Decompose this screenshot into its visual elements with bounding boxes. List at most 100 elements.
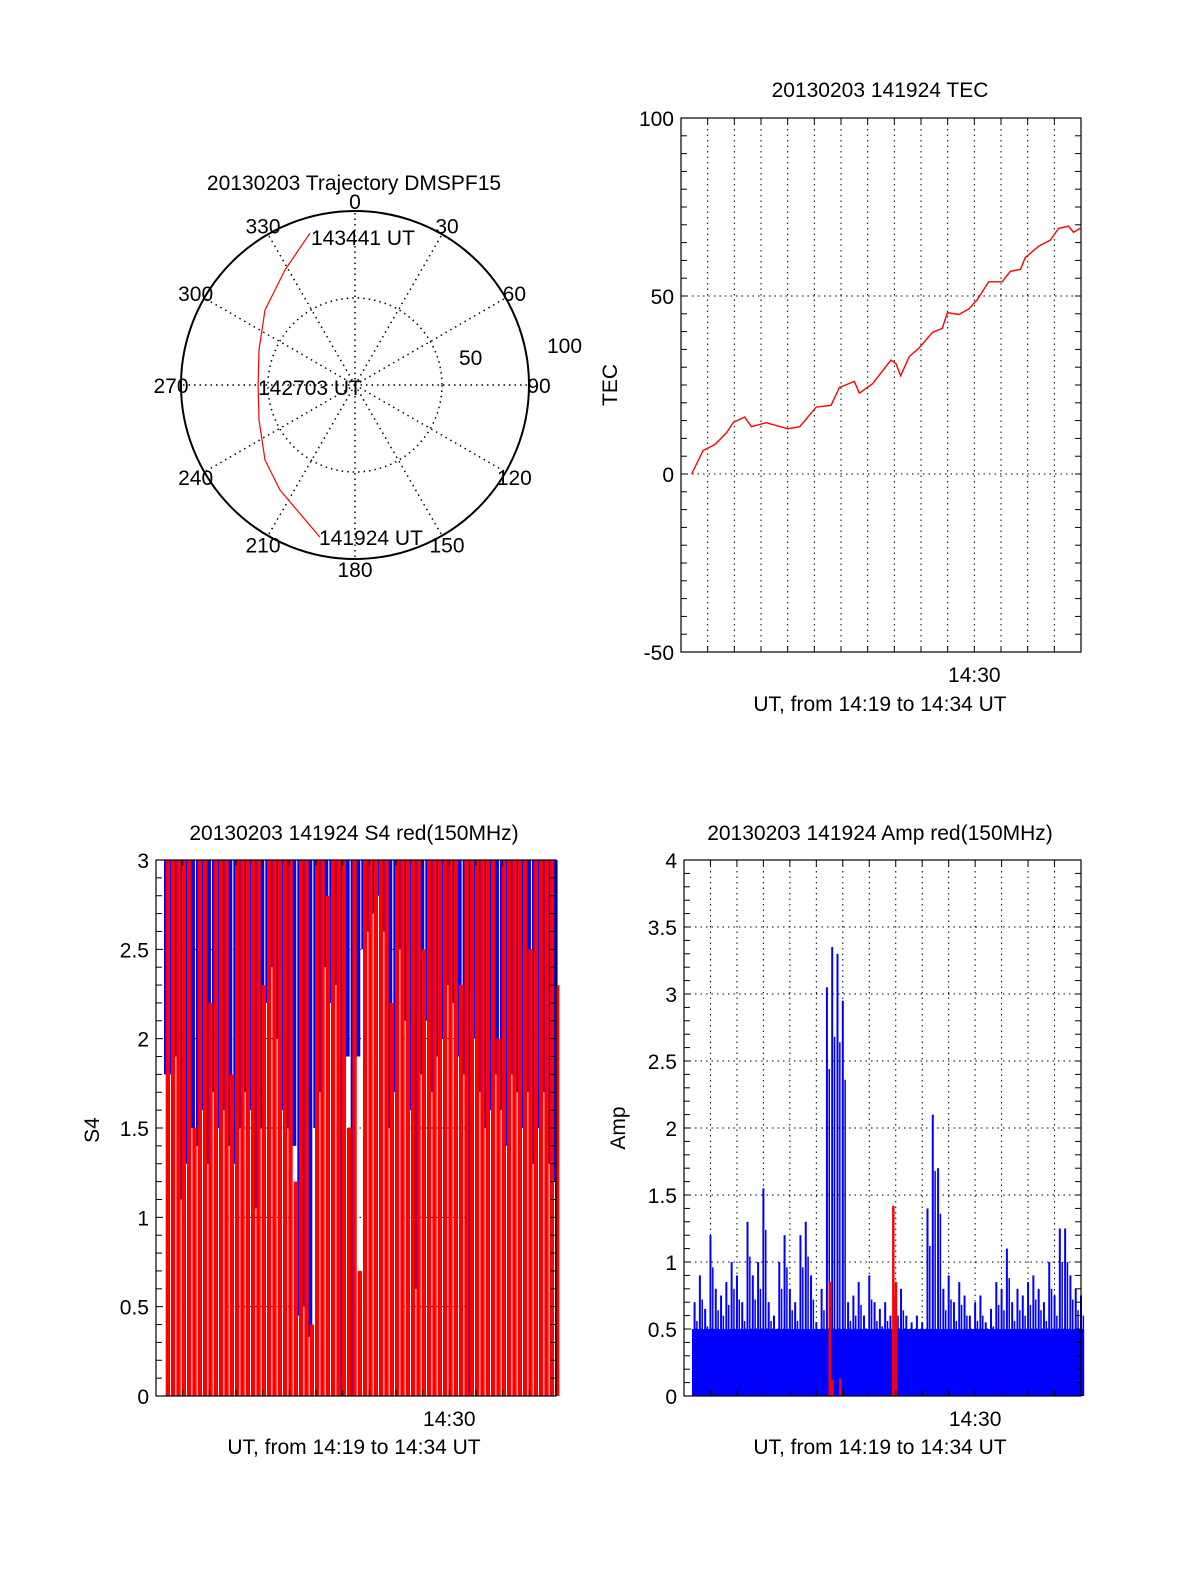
s4-red-bar (240, 860, 244, 1396)
s4-red-bar (504, 860, 507, 1396)
y-tick-label: 50 (651, 286, 674, 309)
polar-spoke (354, 384, 507, 473)
amp-blue-bar (987, 1337, 989, 1396)
s4-red-bar (512, 860, 516, 1396)
amp-blue-bar (825, 987, 828, 1396)
s4-blue-bar (356, 860, 361, 1057)
amp-blue-bar (815, 1322, 818, 1396)
s4-red-bar (475, 860, 478, 1396)
amp-blue-bar (1003, 1310, 1005, 1396)
s4-red-bar (416, 860, 420, 1396)
s4-red-bar (528, 949, 532, 1396)
tec-plot: 20130203 141924 TEC TEC UT, from 14:19 t… (599, 79, 1082, 716)
s4-red-bar (467, 860, 469, 1396)
s4-blue-bar (494, 860, 499, 1075)
s4-red-bar (515, 860, 517, 1396)
amp-blue-bar (915, 1315, 918, 1396)
polar-angle-label: 120 (497, 467, 532, 490)
amp-blue-bar (764, 1229, 767, 1396)
s4-blue-bar (292, 860, 297, 1146)
trajectory-line (257, 232, 321, 538)
amp-blue-bar (778, 1262, 781, 1396)
y-tick-label: 0 (662, 464, 674, 487)
amp-blue-bar (725, 1282, 728, 1396)
trajectory-polar-plot: 20130203 Trajectory DMSPF15 0 30 60 90 120 15… (153, 172, 582, 582)
amp-red-bar (894, 1282, 898, 1396)
s4-red-bar (344, 860, 347, 1396)
trajectory-middle-label: 142703 UT (258, 377, 362, 400)
amp-blue-bar (982, 1315, 984, 1396)
s4-red-bar (317, 860, 320, 1396)
polar-grid (180, 210, 530, 560)
amp-blue-bar (743, 1320, 746, 1396)
s4-blue-bar (345, 860, 350, 1057)
polar-angle-label: 150 (429, 534, 464, 557)
s4-red-bar (392, 1002, 395, 1396)
tec-title: 20130203 141924 TEC (772, 79, 989, 102)
polar-title: 20130203 Trajectory DMSPF15 (207, 172, 501, 195)
amp-blue-bar (738, 1299, 741, 1396)
polar-spoke (354, 297, 507, 386)
amp-blue-bar (862, 1315, 865, 1396)
s4-red-bar (328, 895, 331, 1396)
s4-red-bar (283, 860, 286, 1396)
polar-angle-label: 210 (245, 534, 280, 557)
amp-plot: 20130203 141924 Amp red(150MHz) Amp UT, … (607, 822, 1085, 1459)
s4-red-bar (371, 860, 373, 1396)
amp-blue-bar (712, 1267, 714, 1396)
amp-blue-bar (1045, 1320, 1048, 1396)
amp-xlabel: UT, from 14:19 to 14:34 UT (753, 1436, 1006, 1459)
amp-blue-bar (833, 1036, 836, 1396)
polar-spoke (267, 233, 356, 386)
y-tick-label: -50 (644, 642, 674, 665)
s4-red-bar (365, 860, 368, 1396)
amp-blue-bar (706, 1326, 709, 1396)
polar-angle-label: 240 (178, 467, 213, 490)
s4-red-bar (397, 860, 400, 1396)
trajectory-start-label: 141924 UT (319, 527, 423, 550)
s4-red-bar (557, 985, 560, 1396)
amp-blue-bar (1008, 1278, 1010, 1396)
amp-blue-bar (913, 1337, 915, 1396)
amp-blue-bar (1029, 1304, 1032, 1396)
amp-blue-bar (852, 1295, 855, 1396)
s4-red-bar (216, 860, 219, 1396)
s4-red-bar (189, 860, 192, 1396)
amp-blue-bar (968, 1315, 971, 1396)
amp-blue-bar (831, 947, 834, 1396)
amp-blue-bar (796, 1320, 799, 1396)
amp-blue-bar (794, 1302, 797, 1396)
s4-red-bar (427, 860, 430, 1396)
s4-red-bar (403, 860, 405, 1396)
s4-red-bar (485, 860, 489, 1396)
s4-red-bar (400, 860, 404, 1396)
amp-blue-bar (918, 1331, 920, 1396)
amp-blue-bar (810, 1275, 813, 1396)
amp-blue-bar (847, 1302, 850, 1396)
s4-red-bar (229, 1074, 233, 1396)
amp-blue-bar (772, 1315, 775, 1396)
amp-blue-bar (1027, 1282, 1030, 1396)
y-tick-label: 3 (665, 984, 677, 1007)
s4-red-bar (483, 860, 485, 1396)
s4-red-bar (275, 860, 277, 1396)
amp-blue-bar (979, 1295, 982, 1396)
s4-red-bar (547, 860, 549, 1396)
s4-title: 20130203 141924 S4 red(150MHz) (189, 822, 518, 845)
s4-red-bar (288, 860, 292, 1396)
polar-spoke (354, 384, 443, 537)
s4-red-bar (251, 860, 254, 1396)
amp-blue-bar (889, 1315, 892, 1396)
s4-red-bar (347, 1128, 350, 1396)
s4-red-bar (488, 860, 491, 1396)
s4-red-bar (381, 860, 384, 1396)
amp-blue-bar (762, 1188, 765, 1396)
s4-red-bar (301, 860, 304, 1396)
s4-red-bar (312, 1324, 315, 1396)
amp-blue-bar (1011, 1302, 1014, 1396)
polar-angle-label: 330 (245, 216, 280, 239)
amp-blue-bar (820, 1288, 823, 1396)
polar-angle-label: 270 (153, 375, 188, 398)
amp-blue-bar (698, 1275, 701, 1396)
amp-blue-bar (709, 1235, 712, 1396)
